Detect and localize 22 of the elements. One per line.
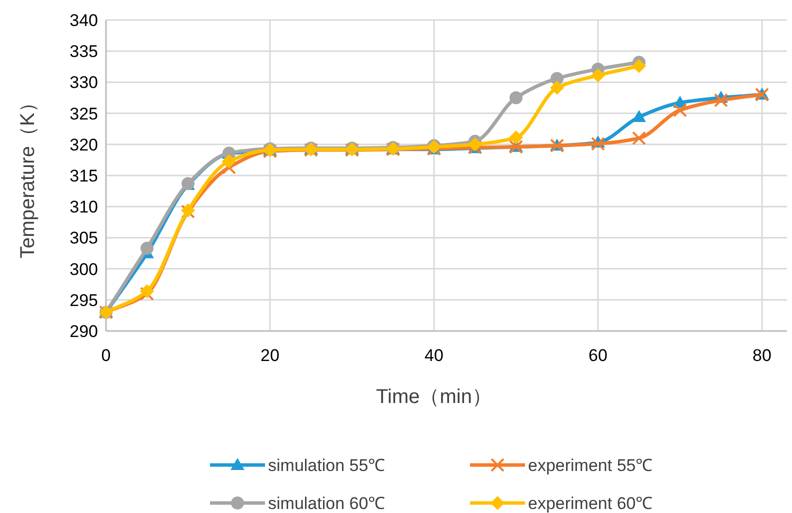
legend-label: simulation 60℃ (268, 494, 386, 513)
x-tick-label: 40 (424, 346, 444, 365)
x-axis-title: Time（min） (376, 386, 492, 408)
y-tick-label: 300 (70, 260, 98, 279)
x-tick-label: 80 (752, 346, 772, 365)
y-tick-label: 335 (70, 42, 98, 62)
y-tick-label: 290 (70, 322, 98, 341)
y-tick-label: 315 (70, 166, 98, 186)
x-tick-label: 20 (260, 346, 280, 365)
y-tick-label: 295 (70, 290, 98, 310)
y-tick-label: 340 (70, 11, 98, 30)
y-tick-label: 305 (70, 228, 98, 248)
y-tick-label: 325 (70, 104, 98, 124)
legend-label: experiment 60℃ (528, 494, 653, 513)
y-tick-label: 330 (70, 73, 98, 92)
y-axis-title: Temperature（K） (17, 92, 39, 258)
y-tick-label: 310 (70, 198, 98, 217)
y-tick-label: 320 (70, 135, 98, 154)
x-tick-label: 0 (101, 346, 111, 365)
legend-label: experiment 55℃ (528, 456, 653, 475)
x-tick-label: 60 (588, 346, 608, 365)
legend-label: simulation 55℃ (268, 456, 386, 475)
